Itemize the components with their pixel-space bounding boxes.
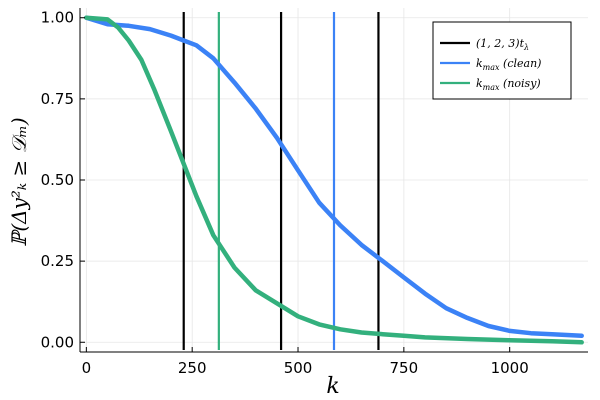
x-tick-label: 0 — [82, 359, 92, 377]
legend-label: kmax (clean) — [476, 57, 541, 72]
legend-label-main: (1, 2, 3)t — [476, 37, 525, 50]
x-tick-label: 750 — [390, 359, 419, 377]
legend-label: kmax (noisy) — [476, 77, 541, 92]
legend-label-main: k — [476, 77, 483, 90]
legend-label-sub: λ — [523, 43, 529, 52]
series-line-clean — [84, 15, 584, 339]
legend-label-sub: max — [483, 63, 500, 72]
legend-label-sub: max — [483, 83, 500, 92]
legend-box — [432, 21, 572, 100]
y-tick-label: 0.75 — [41, 90, 74, 108]
x-tick-label: 500 — [284, 359, 313, 377]
legend-label-main: k — [476, 57, 483, 70]
y-axis-label: ℙ(Δy²ₖ ≥ 𝒟ₘ) — [7, 117, 31, 246]
legend-label-paren: (clean) — [500, 57, 542, 70]
axes — [79, 8, 588, 353]
y-tick-label: 1.00 — [41, 9, 74, 27]
y-tick-label: 0.50 — [41, 171, 74, 189]
x-tick-label: 1000 — [491, 359, 529, 377]
series-line-noisy — [84, 15, 584, 345]
legend-label: (1, 2, 3)tλ — [476, 37, 529, 52]
tick-labels: 0 250 500 750 1000 0.00 0.25 0.50 0.75 1.00 — [41, 9, 529, 377]
series — [84, 15, 584, 345]
y-tick-label: 0.00 — [41, 333, 74, 351]
x-tick-label: 250 — [178, 359, 207, 377]
x-axis-label: k — [326, 374, 339, 399]
legend-label-paren: (noisy) — [500, 77, 541, 90]
y-tick-label: 0.25 — [41, 252, 74, 270]
vertical-lines — [182, 12, 380, 350]
